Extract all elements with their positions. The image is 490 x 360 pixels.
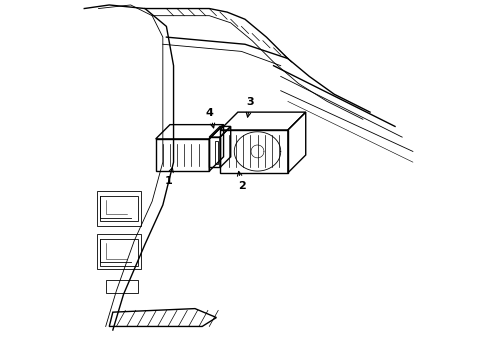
- Text: 1: 1: [165, 168, 173, 185]
- Text: 2: 2: [238, 171, 245, 191]
- Text: 3: 3: [246, 97, 254, 117]
- Text: 4: 4: [206, 108, 215, 128]
